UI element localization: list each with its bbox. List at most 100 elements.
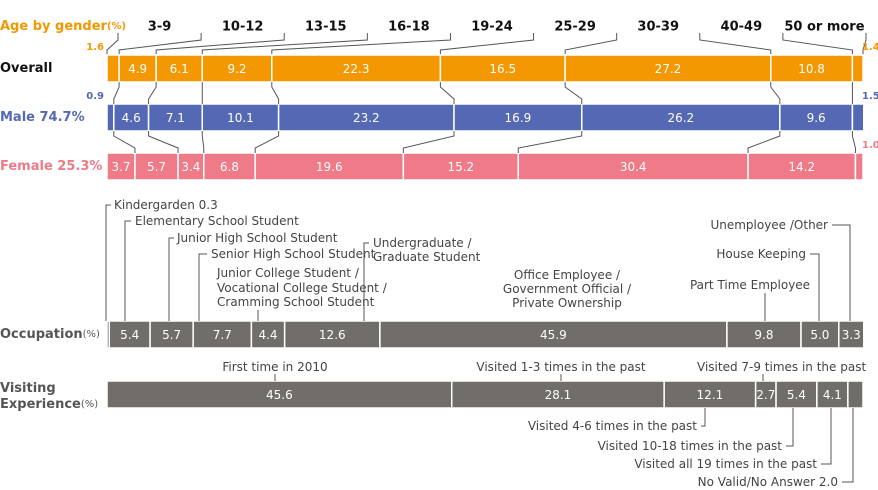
callout-text: First time in 2010 <box>222 360 327 374</box>
bar-segment <box>402 152 520 181</box>
row-label: Visiting <box>0 381 56 396</box>
callout-text: Cramming School Student <box>217 295 375 309</box>
callout-value: 2.0 <box>819 475 838 489</box>
bar-segment <box>106 54 120 83</box>
value-label: 30.4 <box>620 160 647 174</box>
bar-segment <box>192 320 253 349</box>
value-label: 4.6 <box>122 111 141 125</box>
value-label: 26.2 <box>667 111 694 125</box>
outside-value-label: 0.9 <box>86 91 104 102</box>
callout-line <box>105 204 111 321</box>
bar-segment <box>847 380 864 409</box>
value-label: 6.1 <box>170 62 189 76</box>
value-label: 7.7 <box>213 328 232 342</box>
value-label: 3.7 <box>111 160 130 174</box>
callout-line <box>198 253 207 321</box>
callout-text: Visited 4-6 times in the past <box>528 419 697 433</box>
value-label: 19.6 <box>316 160 343 174</box>
outside-value-label: 1.0 <box>862 140 878 151</box>
header-bracket <box>201 33 368 55</box>
connector <box>113 82 120 104</box>
callout-text: Visited 10-18 times in the past <box>598 439 783 453</box>
value-label: 4.1 <box>823 388 842 402</box>
callout-line <box>842 408 854 483</box>
callout-text: Kindergarden <box>114 198 195 212</box>
bar-segment <box>106 103 115 132</box>
value-label: 45.6 <box>266 388 293 402</box>
header-bracket <box>118 33 202 55</box>
bar-segment <box>564 54 772 83</box>
value-label: 23.2 <box>353 111 380 125</box>
age-group-label: 19-24 <box>471 20 513 35</box>
row-label: Male 74.7% <box>0 110 85 125</box>
connector <box>564 82 583 104</box>
header-bracket <box>782 33 853 55</box>
callout-label: Visited 10-18 times in the past <box>598 439 783 453</box>
callout-line <box>363 242 369 321</box>
callout-text: Senior High School Student <box>211 247 376 261</box>
unit: (%) <box>83 329 100 340</box>
callout-label: Elementary School Student <box>135 214 299 228</box>
bar-segment <box>113 103 150 132</box>
value-label: 5.7 <box>162 328 181 342</box>
value-label: 12.6 <box>319 328 346 342</box>
callout-text: Vocational College Student / <box>217 281 388 295</box>
connector <box>148 131 179 153</box>
callout-text: Visited 7-9 times in the past <box>697 360 866 374</box>
row-label-text: Occupation <box>0 327 83 342</box>
bar-segment <box>851 103 865 132</box>
value-label: 3.4 <box>181 160 200 174</box>
chart-title: Age by gender(%) <box>0 19 126 34</box>
callout-label: Visited 4-6 times in the past <box>528 419 697 433</box>
callout-text: Elementary School Student <box>135 214 299 228</box>
callout-line <box>832 224 851 321</box>
callout-line <box>701 408 706 427</box>
connector <box>770 82 781 104</box>
callout-label: Cramming School Student <box>217 295 375 309</box>
bar-segment <box>800 320 840 349</box>
age-group-label: 16-18 <box>388 20 430 35</box>
connector <box>148 82 157 104</box>
bar-segment <box>277 103 455 132</box>
value-label: 22.3 <box>343 62 370 76</box>
value-label: 45.9 <box>540 328 567 342</box>
header-bracket <box>699 33 772 55</box>
callout-line <box>810 253 820 321</box>
callout-text: Visited 1-3 times in the past <box>476 360 645 374</box>
row-label: Female 25.3% <box>0 159 102 174</box>
callout-value: 0.3 <box>199 198 218 212</box>
bar-segment <box>747 152 857 181</box>
value-label: 9.6 <box>807 111 826 125</box>
value-label: 16.5 <box>489 62 516 76</box>
callout-text: Junior High School Student <box>176 231 338 245</box>
header-bracket <box>106 33 119 55</box>
callout-label: Office Employee / <box>514 268 621 282</box>
age-group-label: 3-9 <box>148 20 172 35</box>
header-bracket <box>439 33 535 55</box>
bar-segment <box>203 152 256 181</box>
callout-label: House Keeping <box>716 247 806 261</box>
value-label: 5.4 <box>120 328 139 342</box>
callout-label: Junior High School Student <box>176 231 338 245</box>
callout-text: Office Employee / <box>514 268 621 282</box>
bar-segment <box>779 103 854 132</box>
bar-segment <box>450 380 665 409</box>
value-label: 7.1 <box>166 111 185 125</box>
callout-text: Unemployee /Other <box>710 218 828 232</box>
bar-segment <box>838 320 865 349</box>
callout-label: Visited 1-3 times in the past <box>476 360 645 374</box>
callout-label: Vocational College Student / <box>217 281 388 295</box>
callout-text: Visited all 19 times in the past <box>634 457 817 471</box>
connector <box>851 131 856 153</box>
value-label: 10.1 <box>227 111 254 125</box>
value-label: 28.1 <box>545 388 572 402</box>
header-bracket <box>155 33 285 55</box>
connector <box>517 131 583 153</box>
callout-label: Senior High School Student <box>211 247 376 261</box>
value-label: 27.2 <box>655 62 682 76</box>
connector <box>254 131 280 153</box>
value-label: 4.4 <box>258 328 277 342</box>
unit: (%) <box>107 21 126 32</box>
age-group-label: 50 or more <box>784 20 864 35</box>
